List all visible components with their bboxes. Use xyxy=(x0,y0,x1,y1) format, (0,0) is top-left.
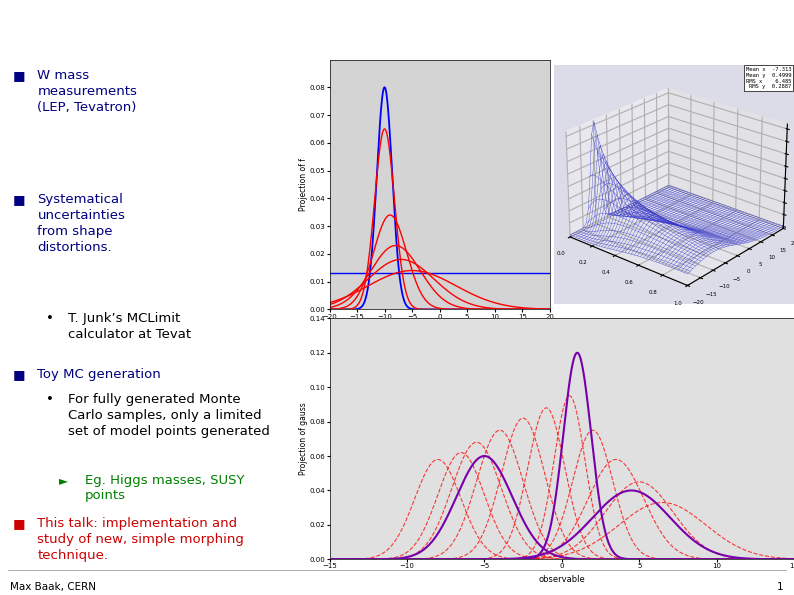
Text: ►: ► xyxy=(59,474,67,487)
Text: ■: ■ xyxy=(13,69,25,82)
Y-axis label: Projection of gauss: Projection of gauss xyxy=(299,402,308,475)
Text: Toy MC generation: Toy MC generation xyxy=(37,368,161,381)
X-axis label: observable: observable xyxy=(538,575,585,584)
Text: ■: ■ xyxy=(13,516,25,530)
Text: Eg. Higgs masses, SUSY
points: Eg. Higgs masses, SUSY points xyxy=(85,474,244,502)
Text: Mean x  -7.313
Mean y  0.4999
RMS x    6.485
RMS y  0.2887: Mean x -7.313 Mean y 0.4999 RMS x 6.485 … xyxy=(746,67,792,89)
Text: Systematical
uncertainties
from shape
distortions.: Systematical uncertainties from shape di… xyxy=(37,193,125,254)
Text: Max Baak, CERN: Max Baak, CERN xyxy=(10,582,96,592)
Text: For fully generated Monte
Carlo samples, only a limited
set of model points gene: For fully generated Monte Carlo samples,… xyxy=(68,393,270,438)
Text: •: • xyxy=(45,312,53,325)
Text: T. Junk’s MCLimit
calculator at Tevat: T. Junk’s MCLimit calculator at Tevat xyxy=(68,312,191,341)
Text: Applications of template morphing: Applications of template morphing xyxy=(14,11,725,45)
Text: This talk: implementation and
study of new, simple morphing
technique.: This talk: implementation and study of n… xyxy=(37,516,245,562)
Text: ■: ■ xyxy=(13,368,25,381)
Text: •: • xyxy=(45,393,53,406)
Text: 1: 1 xyxy=(777,582,784,592)
Text: W mass
measurements
(LEP, Tevatron): W mass measurements (LEP, Tevatron) xyxy=(37,69,137,114)
Y-axis label: Projection of f: Projection of f xyxy=(299,158,308,211)
X-axis label: x: x xyxy=(437,325,442,334)
Text: ■: ■ xyxy=(13,193,25,206)
